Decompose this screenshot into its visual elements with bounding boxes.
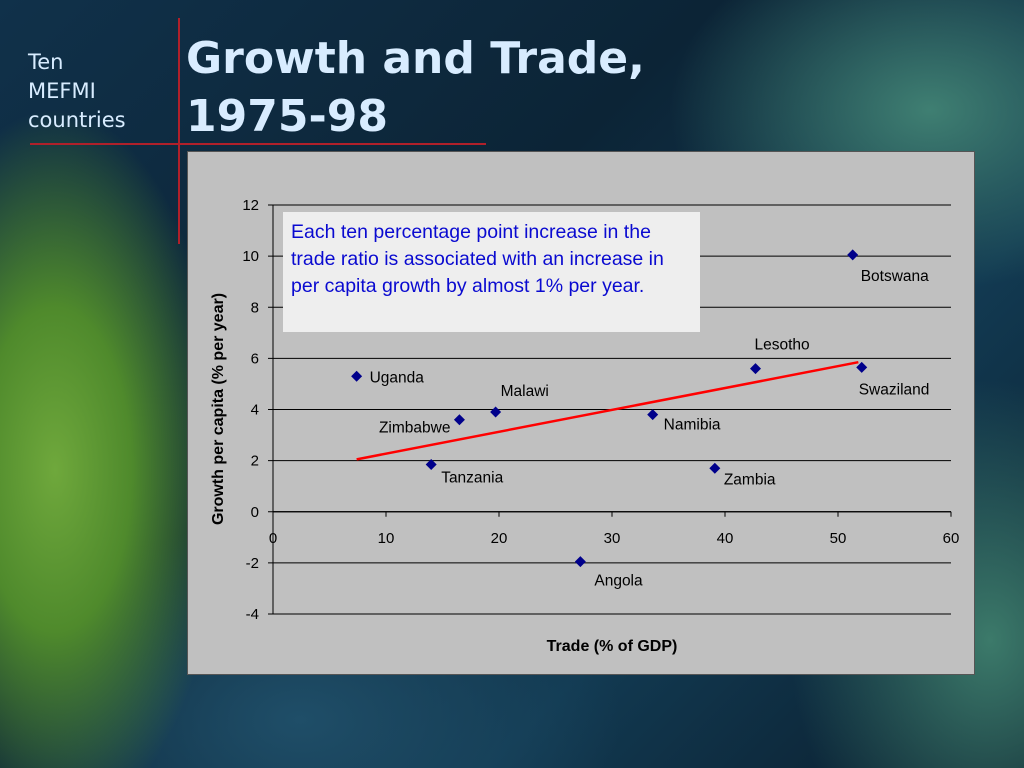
subtitle-line: MEFMI: [28, 79, 96, 103]
data-point: [490, 406, 502, 418]
data-point: [574, 556, 586, 568]
annotation-box: Each ten percentage point increase in th…: [283, 212, 700, 332]
data-point: [847, 249, 859, 261]
x-axis-title: Trade (% of GDP): [547, 638, 678, 655]
axis-layer: -4 -2 0 2 4 6 8 10 12 0 10 20 30 40 50 60: [242, 197, 959, 623]
data-point: [750, 363, 762, 375]
x-tick-label: 10: [378, 530, 395, 547]
subtitle-line: countries: [28, 108, 126, 132]
subtitle-line: Ten: [28, 50, 64, 74]
point-layer: [351, 249, 868, 568]
title-divider-vertical: [178, 18, 180, 244]
slide-subtitle: Ten MEFMI countries: [28, 48, 168, 135]
x-tick-label: 60: [943, 530, 960, 547]
title-line: 1975-98: [186, 91, 388, 142]
y-tick-label: 12: [242, 197, 259, 214]
point-label: Lesotho: [755, 337, 810, 354]
y-tick-label: 0: [251, 504, 259, 521]
trend-line: [356, 360, 859, 461]
data-point: [647, 409, 659, 421]
point-label: Zambia: [724, 471, 776, 488]
point-label: Tanzania: [441, 469, 503, 486]
y-tick-label: -4: [246, 606, 259, 623]
y-tick-label: -2: [246, 555, 259, 572]
y-tick-label: 4: [251, 402, 259, 419]
annotation-text: Each ten percentage point increase in th…: [291, 221, 664, 297]
trend-layer: [356, 360, 859, 461]
point-label: Zimbabwe: [379, 420, 451, 437]
y-tick-label: 10: [242, 248, 259, 265]
data-point: [453, 414, 465, 426]
data-point: [425, 458, 437, 470]
data-point: [856, 361, 868, 373]
y-tick-label: 2: [251, 453, 259, 470]
x-tick-label: 0: [269, 530, 277, 547]
point-label: Malawi: [501, 383, 549, 400]
x-tick-label: 30: [604, 530, 621, 547]
y-tick-label: 6: [251, 350, 259, 367]
point-label: Swaziland: [859, 381, 930, 398]
label-layer: Uganda Zimbabwe Malawi Tanzania Angola Namibi…: [370, 268, 930, 590]
title-line: Growth and Trade,: [186, 33, 645, 84]
slide-title: Growth and Trade, 1975-98: [186, 30, 706, 146]
y-axis-title: Growth per capita (% per year): [210, 293, 227, 525]
x-tick-label: 50: [830, 530, 847, 547]
point-label: Botswana: [861, 268, 929, 285]
data-point: [709, 462, 721, 474]
point-label: Uganda: [370, 369, 425, 386]
y-tick-label: 8: [251, 299, 259, 316]
data-point: [351, 370, 363, 382]
title-divider-horizontal: [30, 143, 486, 145]
x-tick-label: 40: [717, 530, 734, 547]
point-label: Namibia: [664, 417, 721, 434]
point-label: Angola: [594, 573, 643, 590]
x-tick-label: 20: [491, 530, 508, 547]
